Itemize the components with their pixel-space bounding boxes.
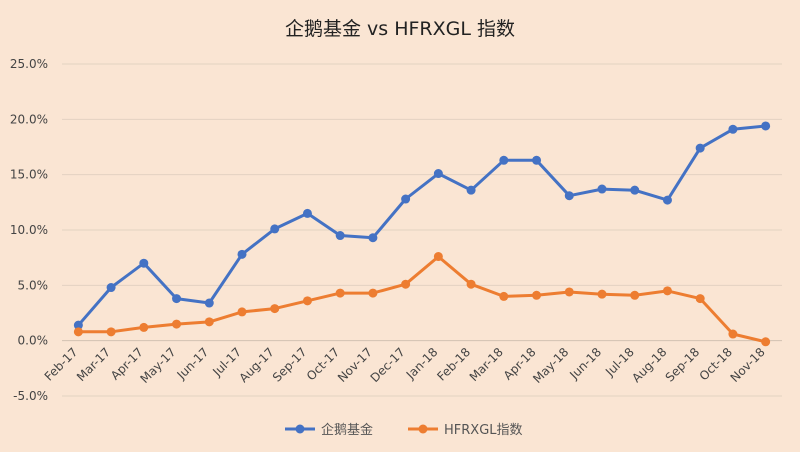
x-tick-label: Nov-17: [335, 345, 375, 385]
data-point: [597, 184, 607, 194]
data-point: [433, 169, 443, 179]
series-1: [73, 252, 771, 347]
data-point: [401, 279, 411, 289]
y-tick-label: 0.0%: [18, 334, 49, 348]
series-line: [76, 255, 768, 344]
x-tick-label: May-18: [530, 345, 571, 386]
data-point: [630, 290, 640, 300]
y-tick-label: 15.0%: [10, 168, 48, 182]
data-point: [270, 224, 280, 234]
x-tick-label: Mar-18: [467, 345, 506, 384]
data-point: [564, 191, 574, 201]
y-tick-label: -5.0%: [13, 389, 48, 403]
data-point: [204, 317, 214, 327]
data-point: [728, 329, 738, 339]
x-tick-label: Jan-18: [403, 345, 441, 383]
data-point: [761, 337, 771, 347]
legend-item: 企鹅基金: [285, 422, 373, 438]
data-point: [662, 195, 672, 205]
data-point: [302, 208, 312, 218]
data-point: [73, 320, 83, 330]
x-tick-label: May-17: [138, 345, 179, 386]
series-0: [73, 121, 771, 330]
x-tick-label: Mar-17: [74, 345, 113, 384]
x-tick-label: Jun-18: [566, 345, 604, 383]
series-group: [73, 121, 771, 347]
data-point: [139, 258, 149, 268]
data-point: [335, 288, 345, 298]
legend-label: HFRXGL指数: [444, 423, 523, 438]
data-point: [597, 289, 607, 299]
x-tick-label: Sep-18: [663, 345, 703, 385]
y-tick-label: 25.0%: [10, 57, 48, 71]
data-point: [695, 143, 705, 153]
data-point: [532, 155, 542, 165]
x-tick-label: Jun-17: [174, 345, 212, 383]
data-point: [73, 327, 83, 337]
x-tick-label: Aug-17: [237, 345, 277, 385]
x-axis-tick-labels: Feb-17Mar-17Apr-17May-17Jun-17Jul-17Aug-…: [42, 345, 768, 386]
data-point: [106, 327, 116, 337]
data-point: [106, 283, 116, 293]
data-point: [564, 287, 574, 297]
data-point: [335, 231, 345, 241]
data-point: [204, 298, 214, 308]
x-tick-label: Feb-17: [42, 345, 81, 384]
legend-item: HFRXGL指数: [408, 423, 523, 438]
x-tick-label: Nov-18: [728, 345, 768, 385]
data-point: [139, 322, 149, 332]
data-point: [368, 233, 378, 243]
data-point: [761, 121, 771, 131]
x-tick-label: Feb-18: [434, 345, 473, 384]
legend-point-marker: [295, 424, 305, 434]
y-tick-label: 20.0%: [10, 112, 48, 126]
legend-point-marker: [418, 424, 428, 434]
x-tick-label: Sep-17: [270, 345, 310, 385]
data-point: [237, 307, 247, 317]
y-axis-tick-labels: -5.0% 0.0% 5.0% 10.0% 15.0% 20.0% 25.0%: [10, 57, 48, 403]
data-point: [401, 194, 411, 204]
data-point: [532, 290, 542, 300]
series-line: [76, 124, 768, 327]
data-point: [237, 249, 247, 259]
x-tick-label: Aug-18: [629, 345, 669, 385]
legend: 企鹅基金 HFRXGL指数: [285, 422, 523, 438]
data-point: [695, 294, 705, 304]
y-tick-label: 10.0%: [10, 223, 48, 237]
gridlines: [62, 63, 782, 397]
data-point: [630, 185, 640, 195]
data-point: [728, 124, 738, 134]
data-point: [466, 185, 476, 195]
chart-title: 企鹅基金 vs HFRXGL 指数: [285, 18, 515, 40]
data-point: [433, 252, 443, 262]
legend-label: 企鹅基金: [321, 422, 373, 438]
data-point: [270, 304, 280, 314]
data-point: [172, 319, 182, 329]
data-point: [368, 288, 378, 298]
data-point: [172, 294, 182, 304]
data-point: [302, 296, 312, 306]
data-point: [499, 291, 509, 301]
y-tick-label: 5.0%: [18, 278, 49, 292]
data-point: [662, 286, 672, 296]
data-point: [466, 279, 476, 289]
data-point: [499, 155, 509, 165]
x-tick-label: Dec-17: [368, 345, 408, 385]
